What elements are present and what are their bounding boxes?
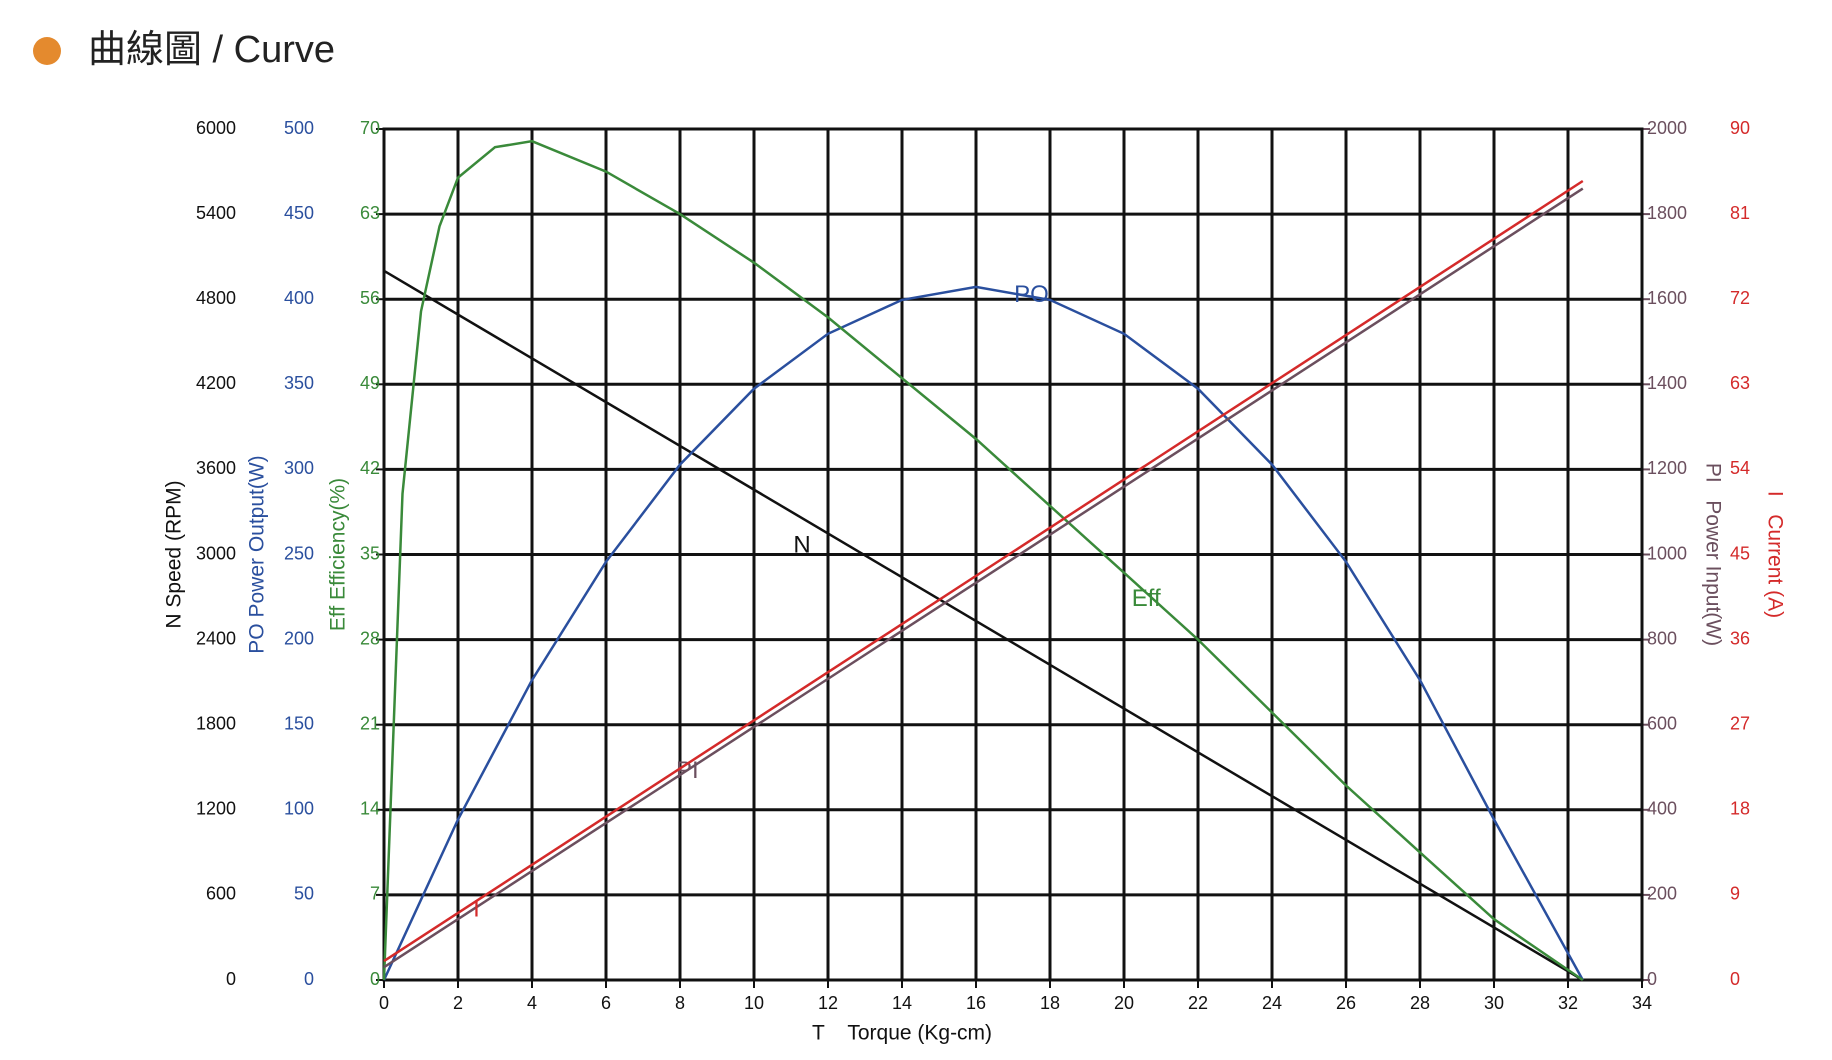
y-tick-label: 0: [370, 969, 380, 989]
y-tick-label: 0: [226, 969, 236, 989]
y-tick-label: 4200: [196, 373, 236, 393]
y-tick-label: 9: [1730, 884, 1740, 904]
y-tick-label: 200: [284, 628, 314, 648]
curve-label: Eff: [1132, 585, 1161, 612]
x-tick-label: 24: [1262, 993, 1282, 1013]
x-axis-title: T Torque (Kg-cm): [812, 1022, 992, 1045]
y-axis-title: PI Power Input(W): [1701, 463, 1724, 646]
y-tick-label: 450: [284, 203, 314, 223]
y-tick-label: 63: [360, 203, 380, 223]
y-tick-label: 1000: [1647, 543, 1687, 563]
x-tick-label: 0: [379, 993, 389, 1013]
y-tick-label: 150: [284, 713, 314, 733]
x-tick-label: 26: [1336, 993, 1356, 1013]
curve: [383, 179, 1584, 963]
y-tick-label: 1400: [1647, 373, 1687, 393]
y-tick-label: 1200: [1647, 458, 1687, 478]
curve: [382, 139, 1584, 982]
y-tick-label: 1800: [1647, 203, 1687, 223]
y-axis-title: N Speed (RPM): [163, 480, 186, 628]
y-tick-label: 28: [360, 628, 380, 648]
y-tick-label: 100: [284, 799, 314, 819]
y-tick-label: 3000: [196, 543, 236, 563]
y-tick-label: 63: [1730, 373, 1750, 393]
x-tick-label: 34: [1632, 993, 1652, 1013]
y-tick-label: 1600: [1647, 288, 1687, 308]
y-tick-label: 2400: [196, 628, 236, 648]
x-tick-label: 4: [527, 993, 537, 1013]
y-tick-label: 200: [1647, 884, 1677, 904]
y-tick-label: 250: [284, 543, 314, 563]
y-axis-title: I Current (A): [1763, 491, 1786, 618]
y-tick-label: 0: [1730, 969, 1740, 989]
y-tick-label: 3600: [196, 458, 236, 478]
y-tick-label: 7: [370, 884, 380, 904]
y-tick-label: 72: [1730, 288, 1750, 308]
curve: [382, 285, 1584, 981]
curve-label: PO: [1014, 281, 1049, 308]
x-tick-label: 30: [1484, 993, 1504, 1013]
y-tick-label: 45: [1730, 543, 1750, 563]
y-tick-label: 400: [284, 288, 314, 308]
y-tick-label: 2000: [1647, 118, 1687, 138]
x-tick-label: 18: [1040, 993, 1060, 1013]
y-tick-label: 21: [360, 713, 380, 733]
y-tick-label: 0: [304, 969, 314, 989]
y-tick-label: 6000: [196, 118, 236, 138]
y-axis-title: Eff Efficiency(%): [327, 478, 350, 631]
y-tick-label: 1800: [196, 713, 236, 733]
y-tick-label: 42: [360, 458, 380, 478]
x-tick-label: 8: [675, 993, 685, 1013]
y-tick-label: 350: [284, 373, 314, 393]
y-tick-label: 500: [284, 118, 314, 138]
y-tick-label: 90: [1730, 118, 1750, 138]
y-tick-label: 35: [360, 543, 380, 563]
y-tick-label: 36: [1730, 628, 1750, 648]
plot-frame: [382, 127, 1644, 982]
y-tick-label: 56: [360, 288, 380, 308]
y-tick-label: 0: [1647, 969, 1657, 989]
y-tick-label: 800: [1647, 628, 1677, 648]
x-tick-label: 28: [1410, 993, 1430, 1013]
y-tick-label: 5400: [196, 203, 236, 223]
y-tick-label: 1200: [196, 799, 236, 819]
y-tick-label: 81: [1730, 203, 1750, 223]
y-tick-label: 49: [360, 373, 380, 393]
curve-label: PI: [676, 757, 699, 784]
y-axis-title: PO Power Output(W): [246, 455, 269, 653]
y-tick-label: 600: [1647, 713, 1677, 733]
x-tick-label: 6: [601, 993, 611, 1013]
x-tick-label: 22: [1188, 993, 1208, 1013]
y-tick-label: 4800: [196, 288, 236, 308]
y-tick-label: 400: [1647, 799, 1677, 819]
x-tick-label: 16: [966, 993, 986, 1013]
curve: [383, 187, 1584, 969]
chart-title: 曲線圖 / Curve: [88, 29, 335, 71]
x-tick-label: 20: [1114, 993, 1134, 1013]
curve-label: I: [473, 896, 480, 923]
x-tick-label: 14: [892, 993, 912, 1013]
y-tick-label: 50: [294, 884, 314, 904]
y-tick-label: 54: [1730, 458, 1750, 478]
y-tick-label: 600: [206, 884, 236, 904]
curve: [383, 269, 1584, 982]
y-tick-label: 27: [1730, 713, 1750, 733]
y-tick-label: 18: [1730, 799, 1750, 819]
curve-label: N: [793, 531, 810, 558]
y-tick-label: 300: [284, 458, 314, 478]
y-tick-label: 70: [360, 118, 380, 138]
x-tick-label: 32: [1558, 993, 1578, 1013]
title-dot: [33, 37, 61, 65]
x-tick-label: 10: [744, 993, 764, 1013]
x-tick-label: 2: [453, 993, 463, 1013]
x-tick-label: 12: [818, 993, 838, 1013]
y-tick-label: 14: [360, 799, 380, 819]
